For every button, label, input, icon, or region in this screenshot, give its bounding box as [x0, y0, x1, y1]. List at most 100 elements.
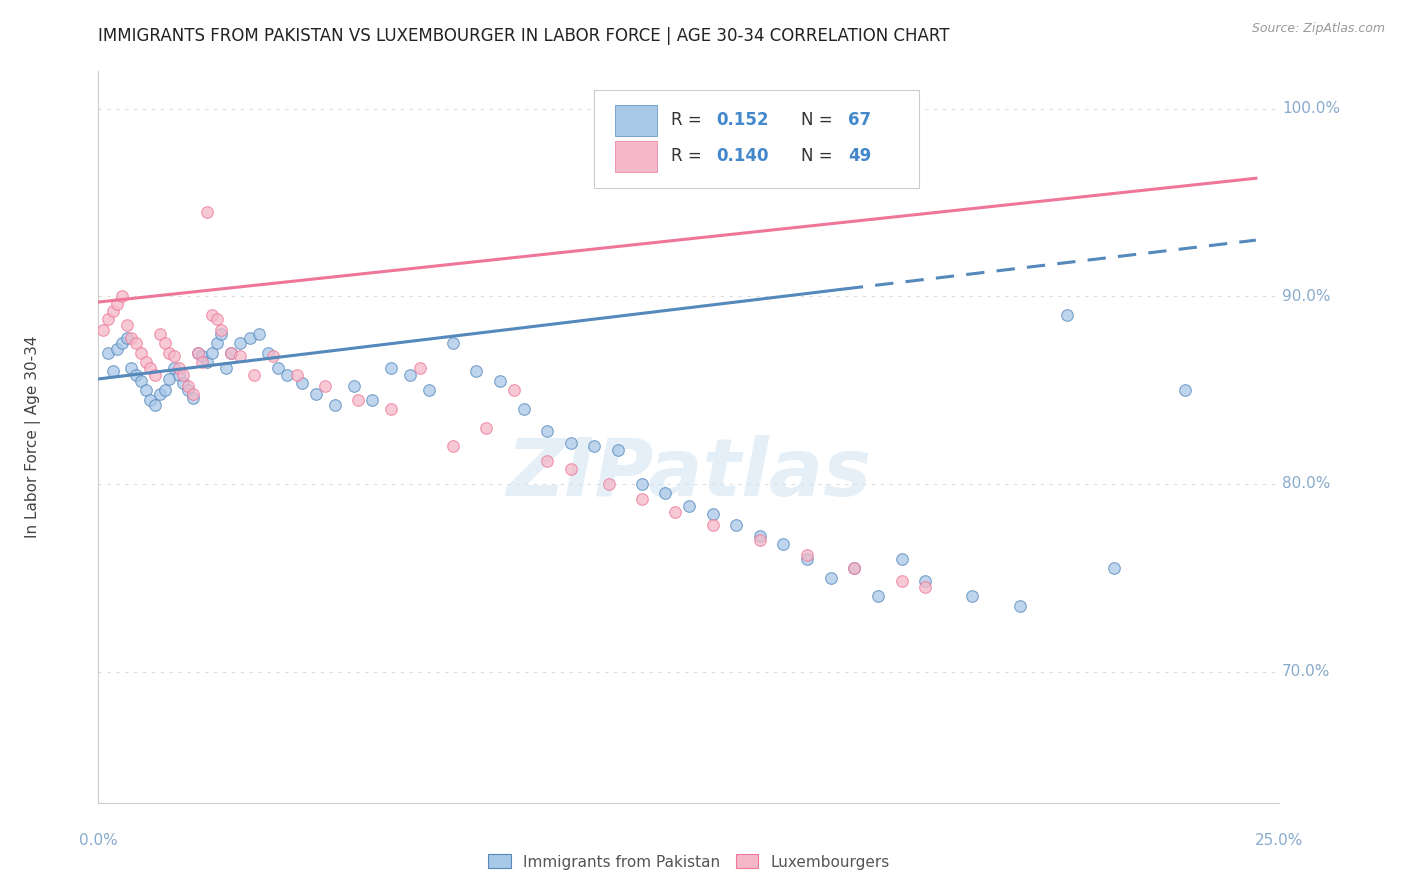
Text: 0.152: 0.152 [716, 112, 769, 129]
Point [243, 368, 266, 383]
Point [285, 368, 308, 383]
Point [163, 360, 186, 375]
Point [239, 331, 262, 345]
Point [111, 289, 134, 303]
Point [630, 477, 652, 491]
Point [97, 345, 120, 359]
Point [135, 355, 157, 369]
Point [347, 392, 370, 407]
Point [157, 372, 180, 386]
Point [323, 398, 346, 412]
Point [962, 590, 984, 604]
Point [121, 360, 143, 375]
Point [267, 360, 290, 375]
Point [465, 364, 488, 378]
Point [441, 440, 464, 454]
Text: 0.0%: 0.0% [79, 833, 118, 848]
FancyBboxPatch shape [595, 90, 920, 188]
Point [149, 387, 172, 401]
Point [512, 401, 534, 416]
Text: 49: 49 [848, 147, 872, 165]
FancyBboxPatch shape [614, 105, 657, 136]
Text: IMMIGRANTS FROM PAKISTAN VS LUXEMBOURGER IN LABOR FORCE | AGE 30-34 CORRELATION : IMMIGRANTS FROM PAKISTAN VS LUXEMBOURGER… [98, 27, 950, 45]
Point [844, 561, 866, 575]
Point [177, 379, 200, 393]
Text: N =: N = [801, 112, 838, 129]
Point [101, 364, 124, 378]
Point [209, 323, 232, 337]
Point [262, 350, 284, 364]
Point [772, 537, 794, 551]
Text: 100.0%: 100.0% [1282, 102, 1340, 116]
Point [201, 345, 224, 359]
Point [121, 331, 143, 345]
FancyBboxPatch shape [614, 141, 657, 171]
Point [139, 360, 162, 375]
Point [1056, 308, 1078, 322]
Point [139, 392, 162, 407]
Point [654, 486, 676, 500]
Point [91, 323, 114, 337]
Point [702, 507, 724, 521]
Point [105, 297, 128, 311]
Point [678, 500, 700, 514]
Point [111, 336, 134, 351]
Point [195, 355, 218, 369]
Point [725, 518, 748, 533]
Point [195, 205, 218, 219]
Point [418, 383, 440, 397]
Point [890, 574, 912, 589]
Point [276, 368, 298, 383]
Text: R =: R = [671, 112, 707, 129]
Point [215, 360, 238, 375]
Point [380, 401, 402, 416]
Point [748, 529, 770, 543]
Point [914, 580, 936, 594]
Point [205, 336, 228, 351]
Point [305, 387, 328, 401]
Point [191, 350, 214, 364]
Point [560, 462, 582, 476]
Point [1174, 383, 1197, 397]
Point [181, 387, 204, 401]
Point [820, 571, 842, 585]
Point [607, 443, 630, 458]
Point [172, 368, 194, 383]
Text: N =: N = [801, 147, 838, 165]
Text: R =: R = [671, 147, 707, 165]
Legend: Immigrants from Pakistan, Luxembourgers: Immigrants from Pakistan, Luxembourgers [482, 848, 896, 876]
Point [219, 345, 242, 359]
Point [247, 326, 270, 341]
Text: 25.0%: 25.0% [1256, 833, 1303, 848]
Point [560, 435, 582, 450]
Point [748, 533, 770, 548]
Point [163, 350, 186, 364]
Point [115, 318, 138, 332]
Point [229, 350, 252, 364]
Point [380, 360, 402, 375]
Text: ZIPatlas: ZIPatlas [506, 434, 872, 513]
Text: In Labor Force | Age 30-34: In Labor Force | Age 30-34 [25, 335, 41, 539]
Point [105, 342, 128, 356]
Point [475, 420, 498, 434]
Text: 67: 67 [848, 112, 872, 129]
Point [342, 379, 364, 393]
Point [167, 368, 190, 383]
Point [290, 376, 312, 390]
Point [890, 552, 912, 566]
Point [209, 326, 232, 341]
Point [489, 374, 512, 388]
Text: 90.0%: 90.0% [1282, 289, 1330, 304]
Point [129, 345, 152, 359]
Point [399, 368, 422, 383]
Point [97, 312, 120, 326]
Point [187, 345, 209, 359]
Point [536, 425, 558, 439]
Point [314, 379, 336, 393]
Point [143, 368, 166, 383]
Point [125, 368, 148, 383]
Point [187, 345, 209, 359]
Point [598, 477, 620, 491]
Point [172, 376, 194, 390]
Point [143, 398, 166, 412]
